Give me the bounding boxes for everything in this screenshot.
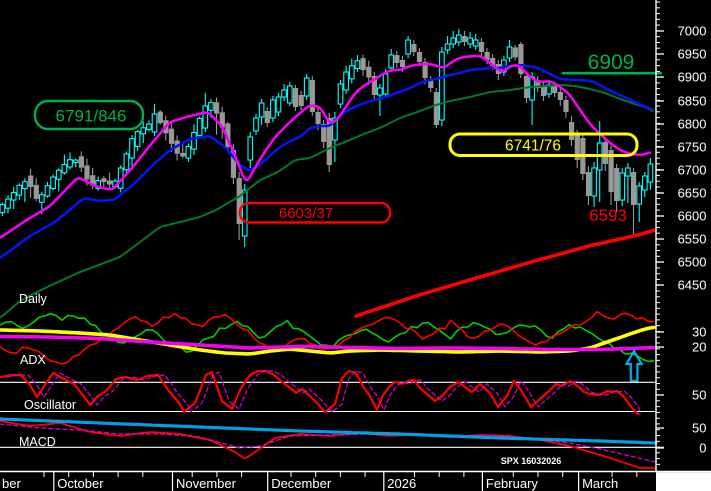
svg-text:6950: 6950 [678,47,707,62]
svg-text:6500: 6500 [678,255,707,270]
svg-text:SPX 16032026: SPX 16032026 [501,456,562,466]
svg-text:November: November [176,476,237,491]
svg-text:Daily: Daily [19,292,48,306]
svg-text:30: 30 [692,325,706,340]
svg-text:6791/846: 6791/846 [56,107,127,126]
svg-text:6700: 6700 [678,163,707,178]
svg-text:7000: 7000 [678,24,707,39]
svg-text:0: 0 [699,441,706,456]
svg-text:MACD: MACD [19,435,56,449]
svg-text:6909: 6909 [588,51,635,74]
svg-text:50: 50 [692,421,706,436]
svg-text:December: December [271,476,332,491]
svg-text:6900: 6900 [678,70,707,85]
svg-text:ber: ber [2,476,21,491]
svg-text:Oscillator: Oscillator [24,398,76,412]
svg-text:March: March [582,476,618,491]
svg-text:6650: 6650 [678,186,707,201]
svg-text:6450: 6450 [678,278,707,293]
svg-text:ADX: ADX [20,353,46,367]
svg-text:20: 20 [692,340,706,355]
svg-text:6603/37: 6603/37 [279,205,333,222]
svg-text:2026: 2026 [387,476,416,491]
svg-text:6593: 6593 [589,206,627,225]
svg-text:6600: 6600 [678,209,707,224]
svg-text:February: February [486,476,539,491]
svg-text:October: October [57,476,104,491]
svg-text:6850: 6850 [678,94,707,109]
svg-text:50: 50 [692,388,706,403]
svg-text:6741/76: 6741/76 [505,138,561,155]
svg-text:6750: 6750 [678,140,707,155]
svg-text:6550: 6550 [678,232,707,247]
svg-text:6800: 6800 [678,117,707,132]
